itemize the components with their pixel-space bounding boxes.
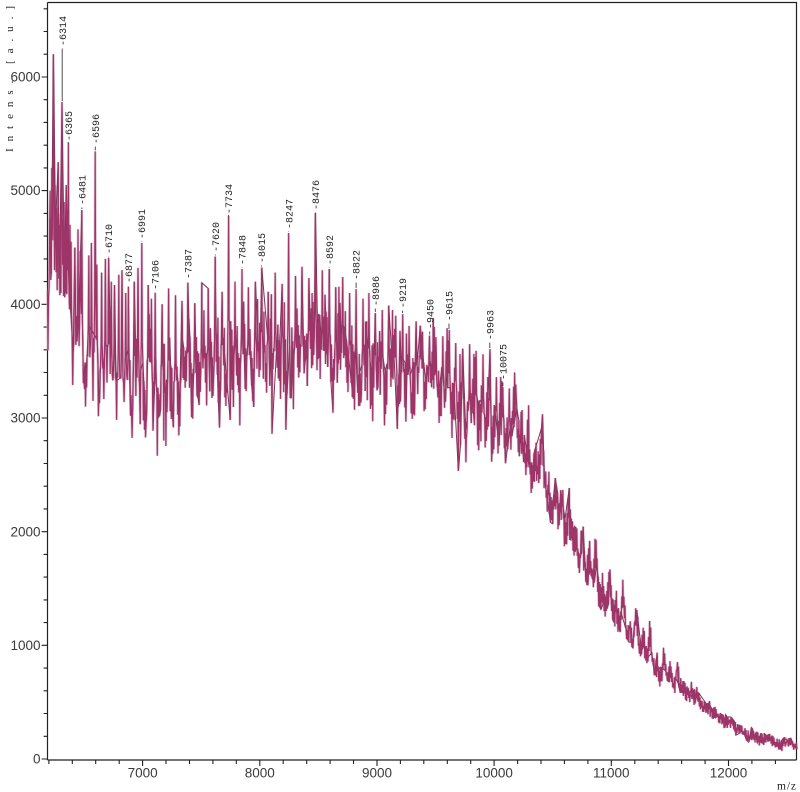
svg-text:-8986: -8986 [372, 276, 383, 306]
svg-text:-10075: -10075 [500, 344, 511, 380]
svg-text:-6991: -6991 [138, 209, 149, 239]
svg-text:-9963: -9963 [486, 310, 497, 340]
svg-text:-8822: -8822 [353, 250, 364, 280]
svg-text:-8592: -8592 [326, 235, 337, 265]
svg-text:-6314: -6314 [59, 16, 70, 46]
svg-text:m/z: m/z [777, 781, 796, 792]
svg-text:-8015: -8015 [258, 233, 269, 263]
svg-text:3000: 3000 [10, 411, 40, 426]
svg-text:2000: 2000 [10, 524, 40, 539]
svg-text:5000: 5000 [10, 183, 40, 198]
svg-text:0: 0 [33, 752, 41, 767]
svg-text:7000: 7000 [128, 766, 158, 781]
svg-text:-6710: -6710 [105, 224, 116, 254]
svg-text:4000: 4000 [10, 297, 40, 312]
svg-text:-7848: -7848 [239, 235, 250, 265]
svg-text:-6877: -6877 [125, 253, 136, 283]
svg-text:1000: 1000 [10, 638, 40, 653]
svg-text:-8476: -8476 [312, 180, 323, 210]
svg-text:8000: 8000 [245, 766, 275, 781]
svg-text:-6481: -6481 [78, 175, 89, 205]
svg-text:-7734: -7734 [225, 184, 236, 214]
svg-text:11000: 11000 [593, 766, 630, 781]
svg-text:10000: 10000 [475, 766, 513, 781]
svg-text:-6596: -6596 [92, 114, 103, 144]
svg-text:-7106: -7106 [152, 260, 163, 290]
svg-text:-9219: -9219 [399, 278, 410, 308]
svg-text:-7620: -7620 [212, 222, 223, 252]
svg-text:-6365: -6365 [65, 111, 76, 141]
svg-text:6000: 6000 [10, 70, 40, 85]
svg-text:-7387: -7387 [185, 249, 196, 279]
svg-text:-9615: -9615 [446, 291, 457, 321]
svg-text:12000: 12000 [710, 766, 748, 781]
svg-text:-9450: -9450 [426, 299, 437, 329]
svg-text:-8247: -8247 [285, 199, 296, 229]
svg-text:9000: 9000 [362, 766, 392, 781]
